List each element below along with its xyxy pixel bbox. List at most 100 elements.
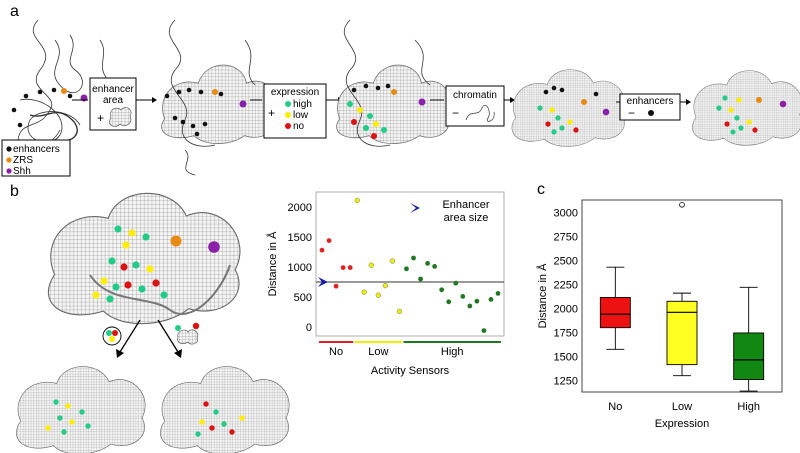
panel-label-c: c: [537, 181, 545, 198]
legend-shh: Shh: [13, 166, 31, 177]
zrs-legend-dot: [6, 157, 12, 163]
scatter-x-label: Activity Sensors: [371, 365, 450, 377]
box-plot: 1250 1500 1750 2000 2250 2500 2750 3000 No Low Hi…: [536, 199, 783, 430]
box-y-tick: 3000: [554, 207, 578, 219]
scatter-point-low: [389, 258, 396, 264]
scatter-point-no: [326, 238, 332, 244]
scatter-point-high: [439, 287, 445, 293]
scatter-point-high: [460, 294, 466, 299]
mesh-blob-stage-5: [692, 70, 800, 146]
box-low: [666, 300, 698, 366]
box-y-tick: 1250: [554, 375, 578, 387]
box-y-tick: 2500: [554, 255, 578, 267]
enhancer-area-label-1: enhancer: [92, 84, 134, 95]
box-y-tick: 2000: [554, 303, 578, 315]
scatter-group-label-low: Low: [368, 346, 388, 358]
scatter-point-high: [446, 299, 452, 305]
chromatin-squiggle-icon: [465, 104, 495, 122]
scatter-y-tick: 1000: [288, 262, 312, 274]
enhancer-area-box: enhancer area +: [72, 77, 157, 131]
high-dot: [285, 101, 291, 107]
small-mesh-blob-right: [160, 366, 290, 453]
mesh-blob-icon: [109, 107, 132, 127]
scatter-point-high: [418, 276, 423, 282]
box-no: [599, 296, 631, 329]
expression-box: expression + high low no: [250, 83, 343, 139]
scatter-point-high: [481, 328, 487, 333]
panel-label-b: b: [10, 183, 19, 200]
panel-b-illustration: [16, 192, 290, 453]
legend-arrow-icon: [410, 203, 420, 213]
scatter-y-tick: 2000: [288, 202, 312, 214]
scatter-point-low: [354, 197, 360, 204]
scatter-plot-area: [315, 191, 505, 337]
scatter-group-label-no: No: [329, 346, 343, 358]
scatter-point-high: [488, 297, 494, 302]
large-mesh-blob: [47, 192, 241, 325]
scatter-point-no: [340, 265, 346, 270]
box-x-label: Expression: [655, 418, 709, 430]
mesh-blob-stage-4: [511, 69, 626, 147]
scatter-point-low: [396, 308, 403, 315]
scatter-y-tick: 0: [306, 322, 312, 334]
outlier-low: [679, 202, 685, 208]
scatter-point-high: [495, 291, 501, 296]
box-category-no: No: [608, 401, 622, 413]
scatter-point-low: [361, 289, 367, 295]
scatter-point-low: [375, 292, 381, 298]
low-dot: [285, 112, 291, 118]
shh-legend-dot: [6, 168, 12, 174]
scatter-point-no: [347, 265, 353, 270]
plus-icon: +: [97, 111, 104, 125]
enhancer-legend-dot: [6, 146, 12, 152]
legend-box: enhancers ZRS Shh: [1, 139, 71, 177]
reference-label-2: area size: [444, 212, 489, 224]
box-y-tick: 2750: [554, 231, 578, 243]
small-mesh-blob-left: [16, 366, 146, 453]
panel-a: enhancers ZRS Shh enhancer area +: [1, 19, 800, 177]
box-high: [733, 332, 765, 380]
enhancer-area-arrow-icon: [318, 277, 328, 287]
scatter-group-labels: No Low High: [319, 341, 501, 358]
box-y-tick: 1750: [554, 327, 578, 339]
scatter-y-ticks: 0 500 1000 1500 2000: [288, 202, 312, 334]
box-y-tick: 2250: [554, 279, 578, 291]
enhancers-box-title: enhancers: [627, 96, 674, 107]
scatter-point-high: [467, 303, 473, 309]
scatter-point-high: [432, 264, 438, 269]
scatter-point-high: [425, 261, 430, 266]
box-y-tick: 1500: [554, 351, 578, 363]
scatter-point-low: [382, 282, 389, 289]
plus-icon-2: +: [268, 106, 275, 120]
enhancer-area-label-2: area: [103, 95, 123, 106]
scatter-point-high: [474, 298, 480, 304]
split-arrows: [116, 319, 182, 358]
scatter-chart: 0 500 1000 1500 2000 Enhancer area size No Lo…: [266, 191, 505, 377]
enhancers-box: enhancers −: [616, 93, 691, 121]
scatter-point-high: [404, 266, 409, 272]
box-category-labels: No Low High: [608, 401, 760, 413]
scatter-group-label-high: High: [441, 346, 464, 358]
scatter-point-high: [411, 255, 416, 261]
selection-icons: [102, 322, 200, 346]
box-y-ticks: 1250 1500 1750 2000 2250 2500 2750 3000: [554, 207, 578, 387]
box-category-low: Low: [672, 401, 692, 413]
scatter-y-tick: 1500: [288, 232, 312, 244]
minus-icon: −: [452, 106, 459, 120]
scatter-point-no: [319, 247, 325, 253]
box-category-high: High: [737, 401, 760, 413]
expression-high: high: [293, 99, 312, 110]
enhancer-dot-icon: [648, 110, 654, 116]
scatter-point-low: [368, 262, 374, 268]
panel-label-a: a: [10, 3, 19, 20]
legend-zrs: ZRS: [13, 155, 33, 166]
mesh-blob-stage-3: [336, 19, 451, 147]
expression-low: low: [293, 110, 309, 121]
chromatin-box-title: chromatin: [453, 90, 497, 101]
box-y-label: Distance in Å: [536, 263, 549, 328]
scatter-point-high: [453, 280, 459, 286]
minus-icon-2: −: [628, 106, 635, 120]
no-dot: [285, 123, 291, 129]
chromatin-box: chromatin −: [430, 85, 515, 127]
reference-label-1: Enhancer: [442, 199, 489, 211]
